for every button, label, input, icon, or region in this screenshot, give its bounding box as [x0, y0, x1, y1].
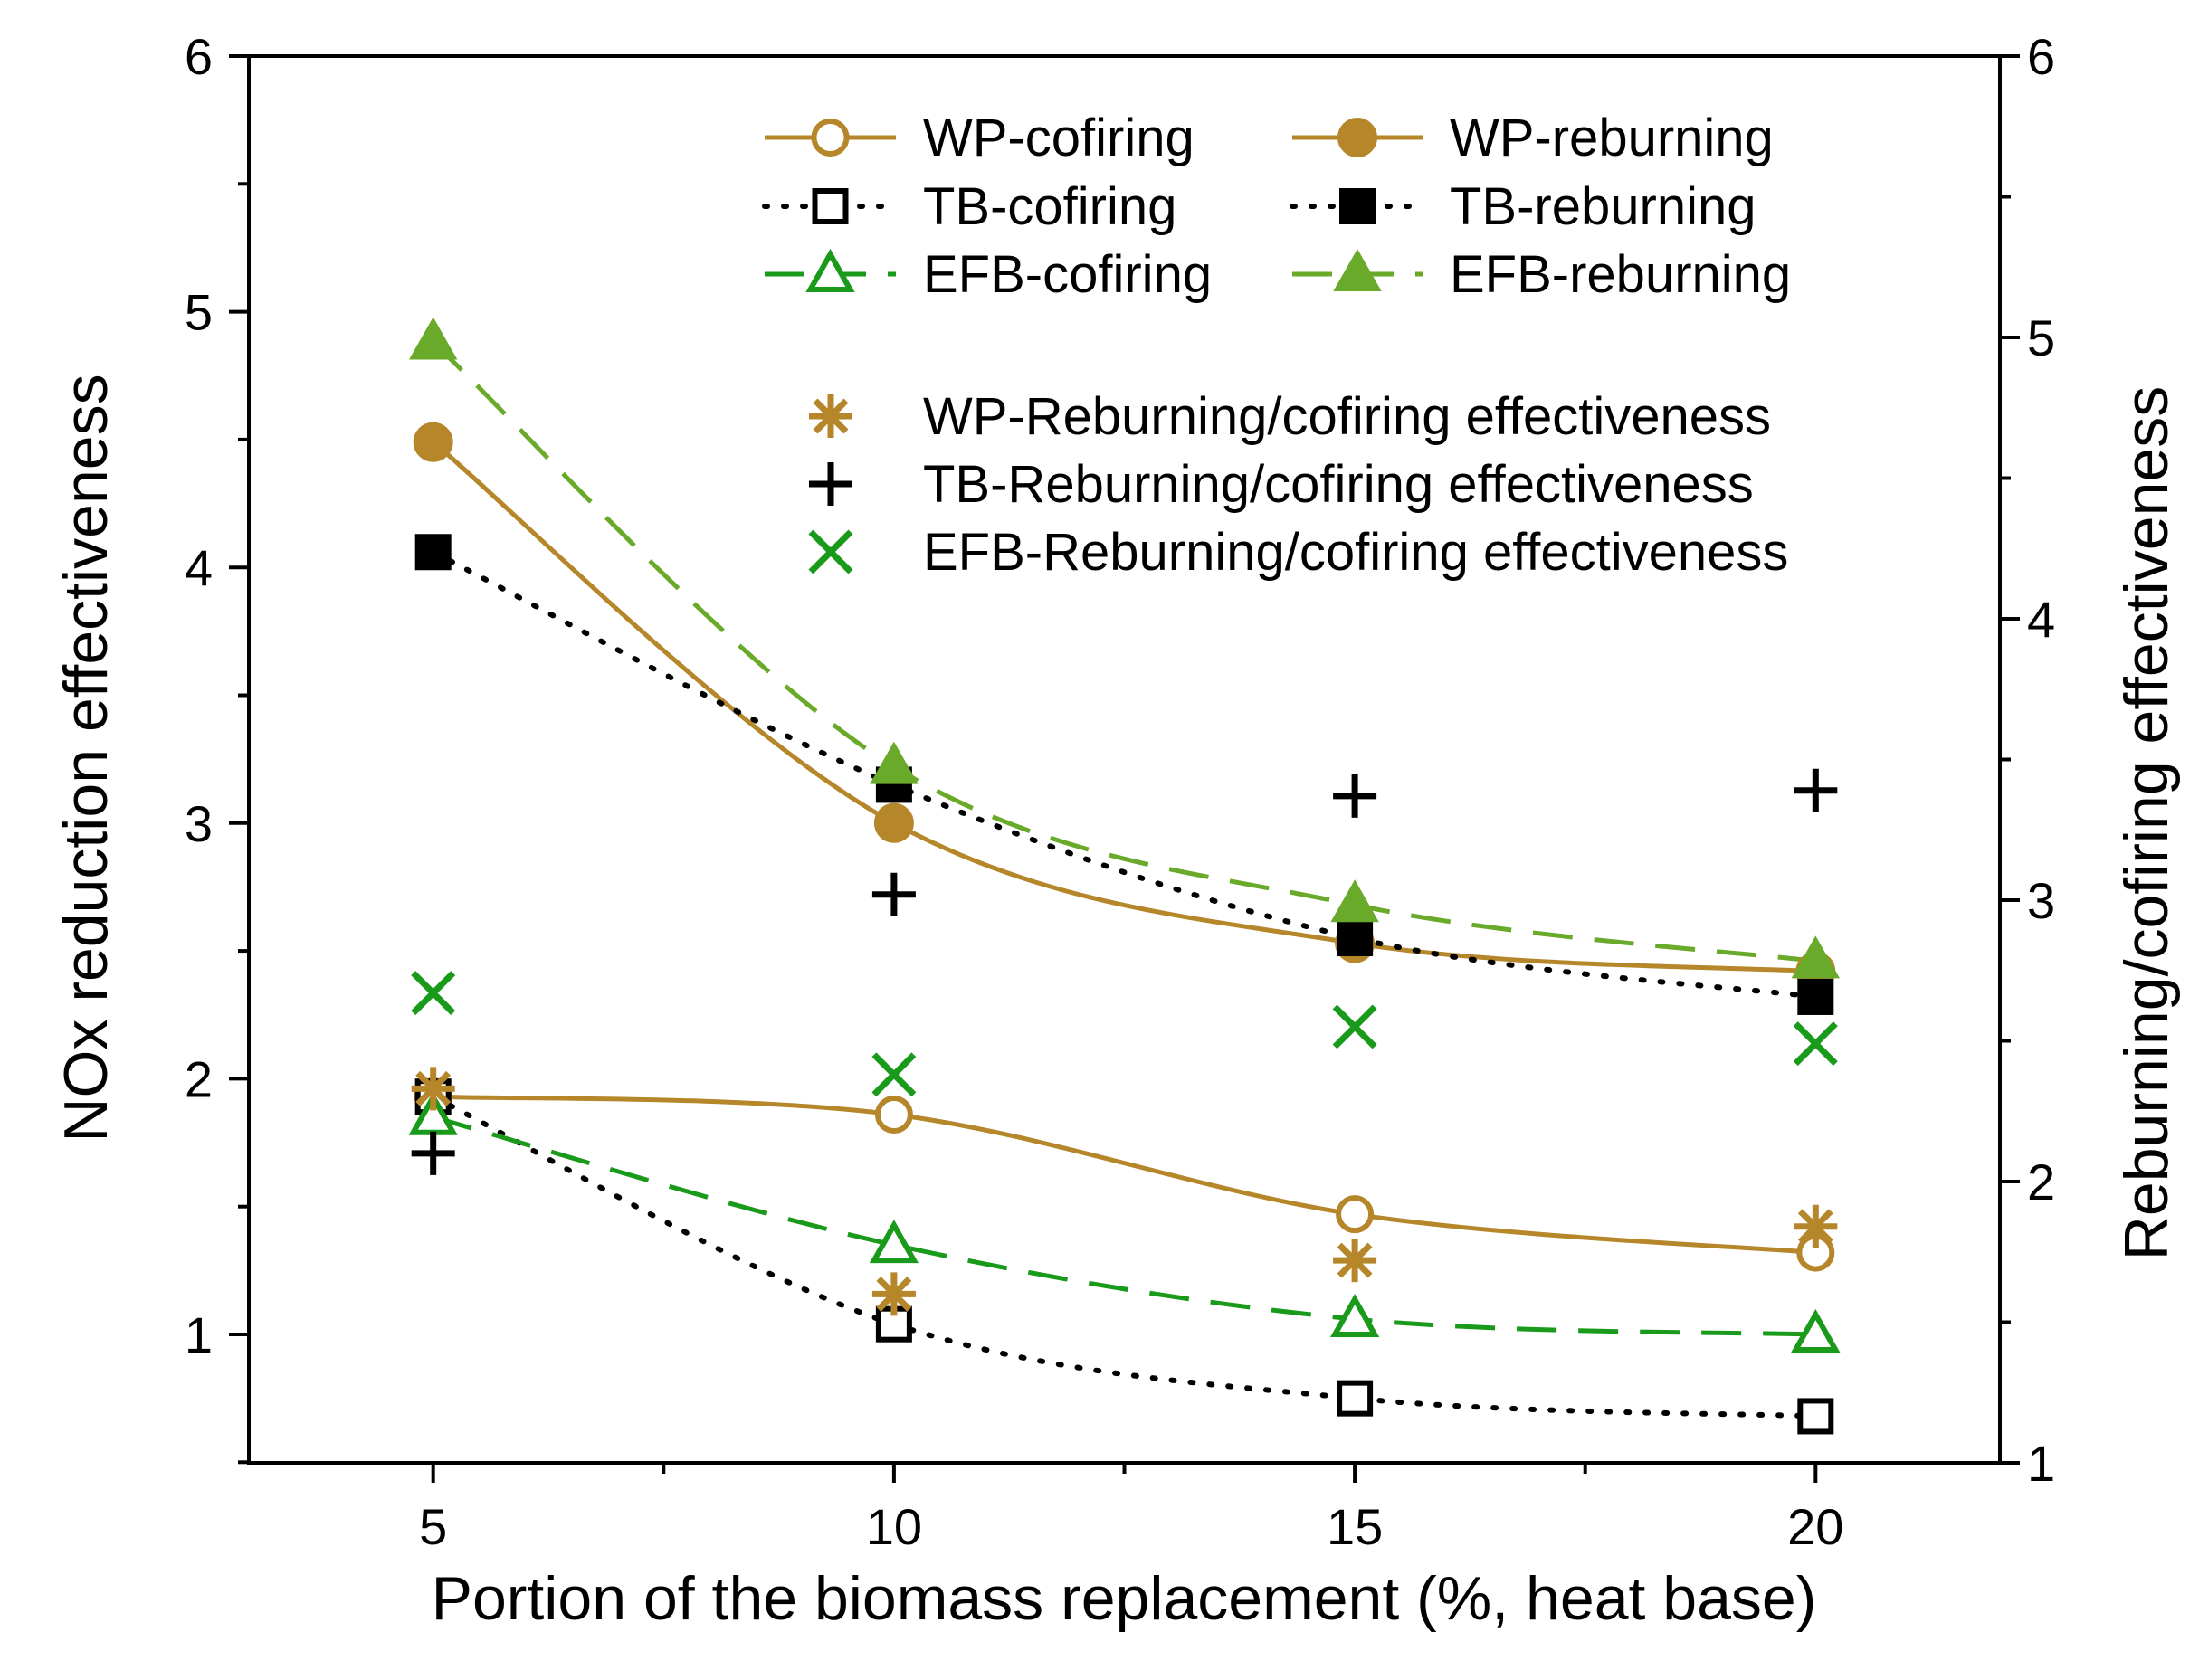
point-tb-reburning-cofiring-effectiveness: [1333, 774, 1377, 818]
legend: WP-cofiring TB-cofiring EFB-cofiring WP-reb…: [762, 109, 1791, 582]
legend-item-efb-reburning-cofiring-effectiveness: EFB-Reburning/cofiring effectiveness: [808, 523, 1788, 582]
legend-marker: [811, 119, 850, 157]
legend-label: EFB-cofiring: [923, 245, 1212, 304]
legend-label: WP-cofiring: [923, 109, 1195, 167]
cross-stroke: [808, 529, 853, 574]
axis-ticks: 5 10 15 20 1 2 3 4 5 6 1 2 3 4 5 6: [185, 28, 2055, 1555]
y-right-tick-label: 3: [2027, 872, 2055, 929]
y-right-tick-label: 2: [2027, 1153, 2055, 1210]
legend-item-wp-reburning: WP-reburning: [1292, 109, 1774, 167]
y-right-tick-label: 6: [2027, 28, 2055, 85]
series-line-wp-cofiring: [433, 1094, 1816, 1256]
x-axis-title: Portion of the biomass replacement (%, h…: [432, 1564, 1817, 1633]
legend-marker: [808, 529, 853, 574]
legend-marker: [1337, 118, 1377, 157]
x-tick-label: 20: [1787, 1498, 1843, 1555]
x-tick-label: 10: [866, 1498, 922, 1555]
legend-item-tb-cofiring: TB-cofiring: [762, 177, 1176, 236]
legend-item-wp-reburning-cofiring-effectiveness: WP-Reburning/cofiring effectiveness: [809, 387, 1771, 446]
y-left-tick-label: 4: [185, 539, 213, 596]
point-efb-reburning: [870, 741, 919, 784]
legend-label: EFB-Reburning/cofiring effectiveness: [923, 523, 1788, 582]
legend-item-tb-reburning: TB-reburning: [1290, 177, 1756, 236]
series-line-efb-reburning: [431, 340, 1816, 963]
y-right-tick-label: 5: [2027, 309, 2055, 366]
point-wp-cofiring: [1336, 1195, 1375, 1234]
x-tick-label: 5: [419, 1498, 447, 1555]
series-markers: [408, 317, 1841, 1435]
point-tb-reburning-cofiring-effectiveness: [871, 872, 916, 916]
point-efb-reburning: [408, 317, 458, 360]
point-tb-reburning: [1337, 919, 1374, 956]
legend-marker: [1339, 188, 1376, 224]
point-tb-reburning-cofiring-effectiveness: [411, 1131, 455, 1175]
cross-stroke: [1332, 1004, 1377, 1049]
point-efb-reburning: [1330, 879, 1379, 923]
asterisk-stroke: [415, 1070, 452, 1106]
series-line-wp-reburning: [432, 440, 1816, 974]
point-tb-reburning: [1797, 978, 1834, 1015]
legend-label: WP-reburning: [1450, 109, 1774, 167]
cross-stroke: [1793, 1021, 1838, 1067]
point-wp-reburning-cofiring-effectiveness: [871, 1272, 916, 1316]
point-efb-cofiring: [1791, 1308, 1841, 1353]
point-tb-cofiring: [1337, 1380, 1374, 1417]
point-tb-reburning: [414, 534, 452, 571]
point-tb-cofiring: [1797, 1398, 1834, 1435]
point-efb-cofiring: [1329, 1293, 1380, 1338]
cross-stroke: [871, 1052, 917, 1097]
legend-marker: [805, 248, 855, 292]
y-left-tick-label: 6: [185, 28, 213, 85]
y-left-tick-label: 3: [185, 795, 213, 852]
legend-item-tb-reburning-cofiring-effectiveness: TB-Reburning/cofiring effectiveness: [809, 455, 1754, 514]
point-efb-reburning-cofiring-effectiveness: [871, 1052, 917, 1097]
asterisk-stroke: [876, 1276, 912, 1312]
legend-label: TB-reburning: [1450, 177, 1756, 236]
legend-label: TB-cofiring: [923, 177, 1176, 236]
x-tick-label: 15: [1327, 1498, 1383, 1555]
asterisk-stroke: [813, 398, 849, 434]
point-efb-reburning-cofiring-effectiveness: [1332, 1004, 1377, 1049]
y-right-tick-label: 1: [2027, 1435, 2055, 1492]
series-line-tb-cofiring: [430, 1094, 1819, 1419]
point-efb-reburning: [1791, 935, 1841, 979]
asterisk-stroke: [1797, 1209, 1833, 1245]
legend-marker: [809, 462, 852, 506]
y-right-tick-label: 4: [2027, 591, 2055, 648]
point-wp-reburning: [413, 422, 453, 462]
legend-marker: [1333, 248, 1382, 291]
y-axis-left-title: NOx reduction effectiveness: [52, 374, 120, 1142]
point-efb-reburning-cofiring-effectiveness: [1793, 1021, 1838, 1067]
legend-label: TB-Reburning/cofiring effectiveness: [923, 455, 1754, 514]
legend-item-efb-cofiring: EFB-cofiring: [765, 245, 1212, 304]
legend-marker: [812, 188, 849, 224]
legend-item-efb-reburning: EFB-reburning: [1292, 245, 1791, 304]
legend-marker: [809, 394, 852, 438]
y-left-tick-label: 2: [185, 1050, 213, 1107]
point-tb-reburning-cofiring-effectiveness: [1794, 768, 1838, 812]
y-left-tick-label: 1: [185, 1306, 213, 1363]
point-wp-reburning: [873, 802, 914, 843]
series-lines: [430, 340, 1819, 1419]
legend-label: EFB-reburning: [1450, 245, 1791, 304]
series-line-tb-reburning: [430, 549, 1819, 1000]
y-axis-right-title: Reburning/cofiring effectiveness: [2112, 386, 2181, 1260]
point-wp-reburning-cofiring-effectiveness: [1333, 1239, 1377, 1283]
cross-stroke: [411, 971, 456, 1016]
legend-item-wp-cofiring: WP-cofiring: [765, 109, 1195, 167]
asterisk-stroke: [1337, 1242, 1373, 1278]
point-wp-reburning-cofiring-effectiveness: [411, 1067, 455, 1111]
point-wp-cofiring: [874, 1095, 913, 1134]
point-wp-reburning-cofiring-effectiveness: [1794, 1204, 1838, 1248]
y-left-tick-label: 5: [185, 284, 213, 341]
point-efb-cofiring: [869, 1219, 919, 1264]
series-line-efb-cofiring: [433, 1115, 1816, 1337]
legend-label: WP-Reburning/cofiring effectiveness: [923, 387, 1771, 446]
point-efb-reburning-cofiring-effectiveness: [411, 971, 456, 1016]
